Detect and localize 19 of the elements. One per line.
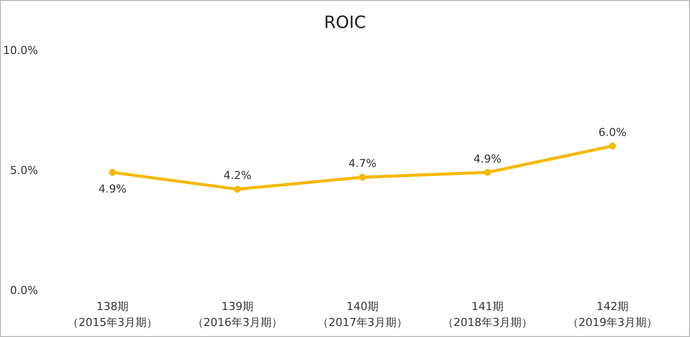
y-tick-label: 10.0% xyxy=(3,44,38,57)
x-tick-label: 140期（2017年3月期） xyxy=(318,300,408,329)
point xyxy=(609,142,616,150)
data-label: 4.7% xyxy=(348,157,376,170)
x-tick-label: 141期（2018年3月期） xyxy=(442,300,532,329)
chart-title: ROIC xyxy=(324,13,366,33)
data-label: 6.0% xyxy=(598,126,626,139)
x-tick-label: 139期（2016年3月期） xyxy=(192,300,282,329)
point xyxy=(484,168,491,176)
point xyxy=(234,186,241,193)
x-tick-label: 138期（2015年3月期） xyxy=(68,300,158,329)
data-label: 4.9% xyxy=(474,152,502,166)
data-label: 4.2% xyxy=(224,169,252,182)
y-tick-label: 5.0% xyxy=(10,164,38,177)
point xyxy=(359,174,366,181)
x-tick-label: 142期（2019年3月期） xyxy=(568,300,658,329)
y-tick-label: 0.0% xyxy=(10,284,38,297)
point xyxy=(109,168,116,176)
data-label: 4.9% xyxy=(98,182,126,196)
